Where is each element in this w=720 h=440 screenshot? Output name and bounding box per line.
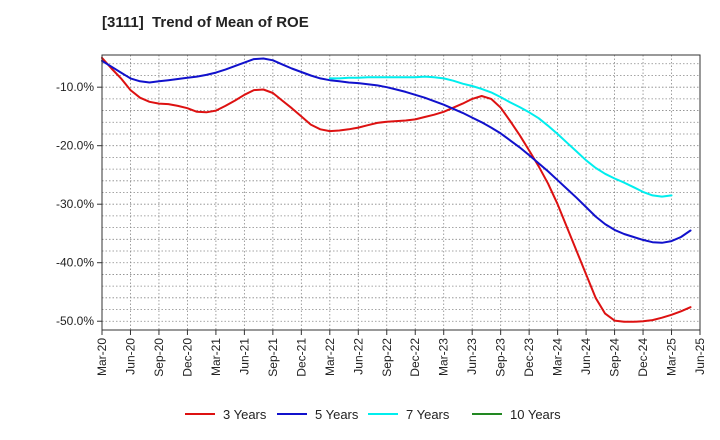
x-axis-tick-labels: Mar-20 Jun-20 Sep-20 Dec-20 Mar-21 Jun-21 Sep-…	[95, 338, 707, 377]
x-tick-label: Mar-20	[95, 338, 109, 376]
x-tick-label: Sep-20	[152, 338, 166, 377]
x-tick-label: Sep-22	[380, 338, 394, 377]
series-line-5-years	[101, 57, 692, 244]
series-line-7-years	[328, 75, 673, 198]
y-tick-label: -10.0%	[56, 80, 94, 94]
x-tick-label: Jun-24	[579, 338, 593, 375]
x-tick-label: Jun-23	[465, 338, 479, 375]
x-tick-label: Sep-23	[494, 338, 508, 377]
x-tick-label: Dec-21	[294, 338, 308, 377]
legend-label-10-years: 10 Years	[510, 407, 561, 422]
x-tick-label: Mar-22	[323, 338, 337, 376]
x-tick-label: Mar-25	[665, 338, 679, 376]
x-tick-label: Jun-20	[123, 338, 137, 375]
x-tick-label: Mar-23	[437, 338, 451, 376]
x-tick-label: Jun-21	[237, 338, 251, 375]
x-tick-label: Dec-24	[636, 338, 650, 377]
x-tick-label: Dec-22	[408, 338, 422, 377]
y-axis-tick-labels: -10.0% -20.0% -30.0% -40.0% -50.0%	[56, 80, 94, 328]
plot-frame	[101, 54, 701, 331]
x-tick-label: Mar-24	[551, 338, 565, 376]
legend: 3 Years 5 Years 7 Years 10 Years	[185, 407, 561, 422]
legend-label-5-years: 5 Years	[315, 407, 359, 422]
x-tick-label: Jun-22	[351, 338, 365, 375]
y-tick-label: -20.0%	[56, 139, 94, 153]
y-tick-label: -30.0%	[56, 197, 94, 211]
series-lines	[101, 56, 692, 323]
x-tick-label: Mar-21	[209, 338, 223, 376]
x-tick-label: Sep-21	[266, 338, 280, 377]
y-tick-label: -40.0%	[56, 256, 94, 270]
x-tick-label: Dec-20	[180, 338, 194, 377]
chart-title: [3111] Trend of Mean of ROE	[102, 14, 309, 31]
grid-lines	[102, 55, 700, 330]
legend-label-7-years: 7 Years	[406, 407, 450, 422]
y-tick-label: -50.0%	[56, 314, 94, 328]
x-tick-label: Sep-24	[608, 338, 622, 377]
x-tick-label: Jun-25	[693, 338, 707, 375]
x-tick-label: Dec-23	[522, 338, 536, 377]
legend-label-3-years: 3 Years	[223, 407, 267, 422]
axes	[97, 54, 701, 335]
series-line-3-years	[101, 56, 692, 323]
